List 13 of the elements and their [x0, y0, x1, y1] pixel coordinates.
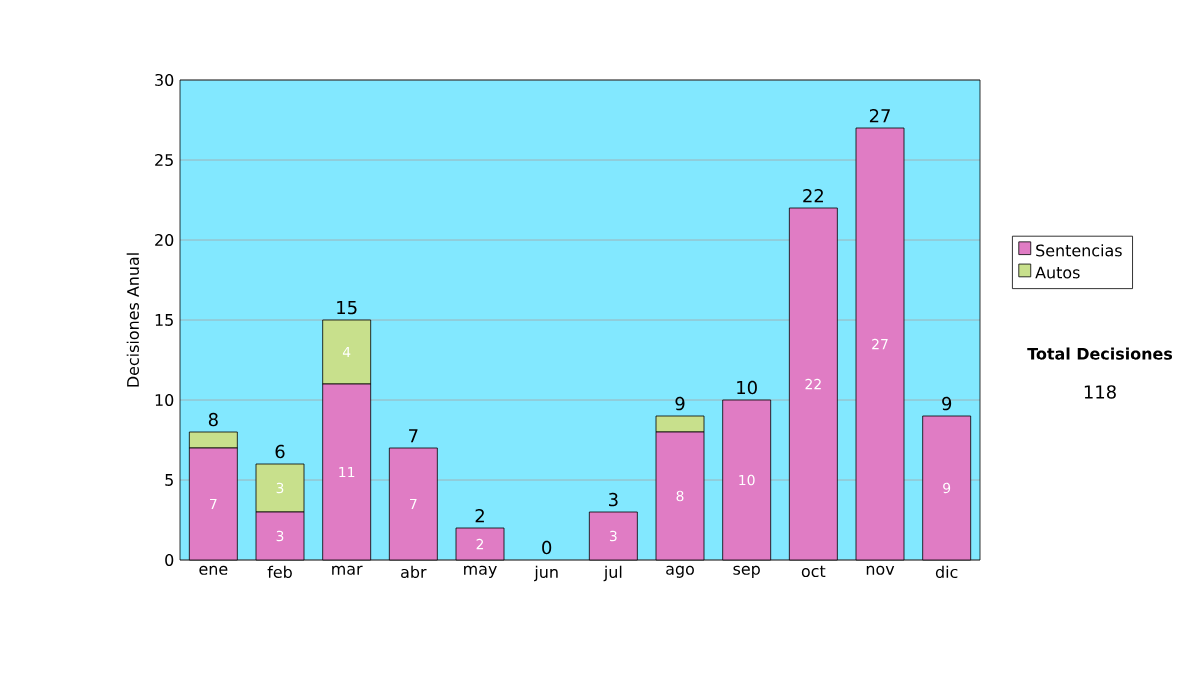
total-label: 3: [609, 492, 618, 507]
total-label: 7: [409, 429, 418, 443]
total-label: 15: [337, 300, 357, 315]
text: 118: [1084, 385, 1116, 399]
total-label: 27: [869, 108, 890, 123]
total-label: 10: [737, 380, 757, 395]
total-label: 9: [675, 396, 685, 411]
total-label: 0: [542, 540, 552, 555]
total-label: 8: [208, 412, 218, 427]
total-label: 22: [803, 188, 823, 203]
total-label: 9: [942, 396, 952, 411]
total-label: 6: [275, 444, 285, 459]
total-label: 2: [475, 508, 484, 523]
